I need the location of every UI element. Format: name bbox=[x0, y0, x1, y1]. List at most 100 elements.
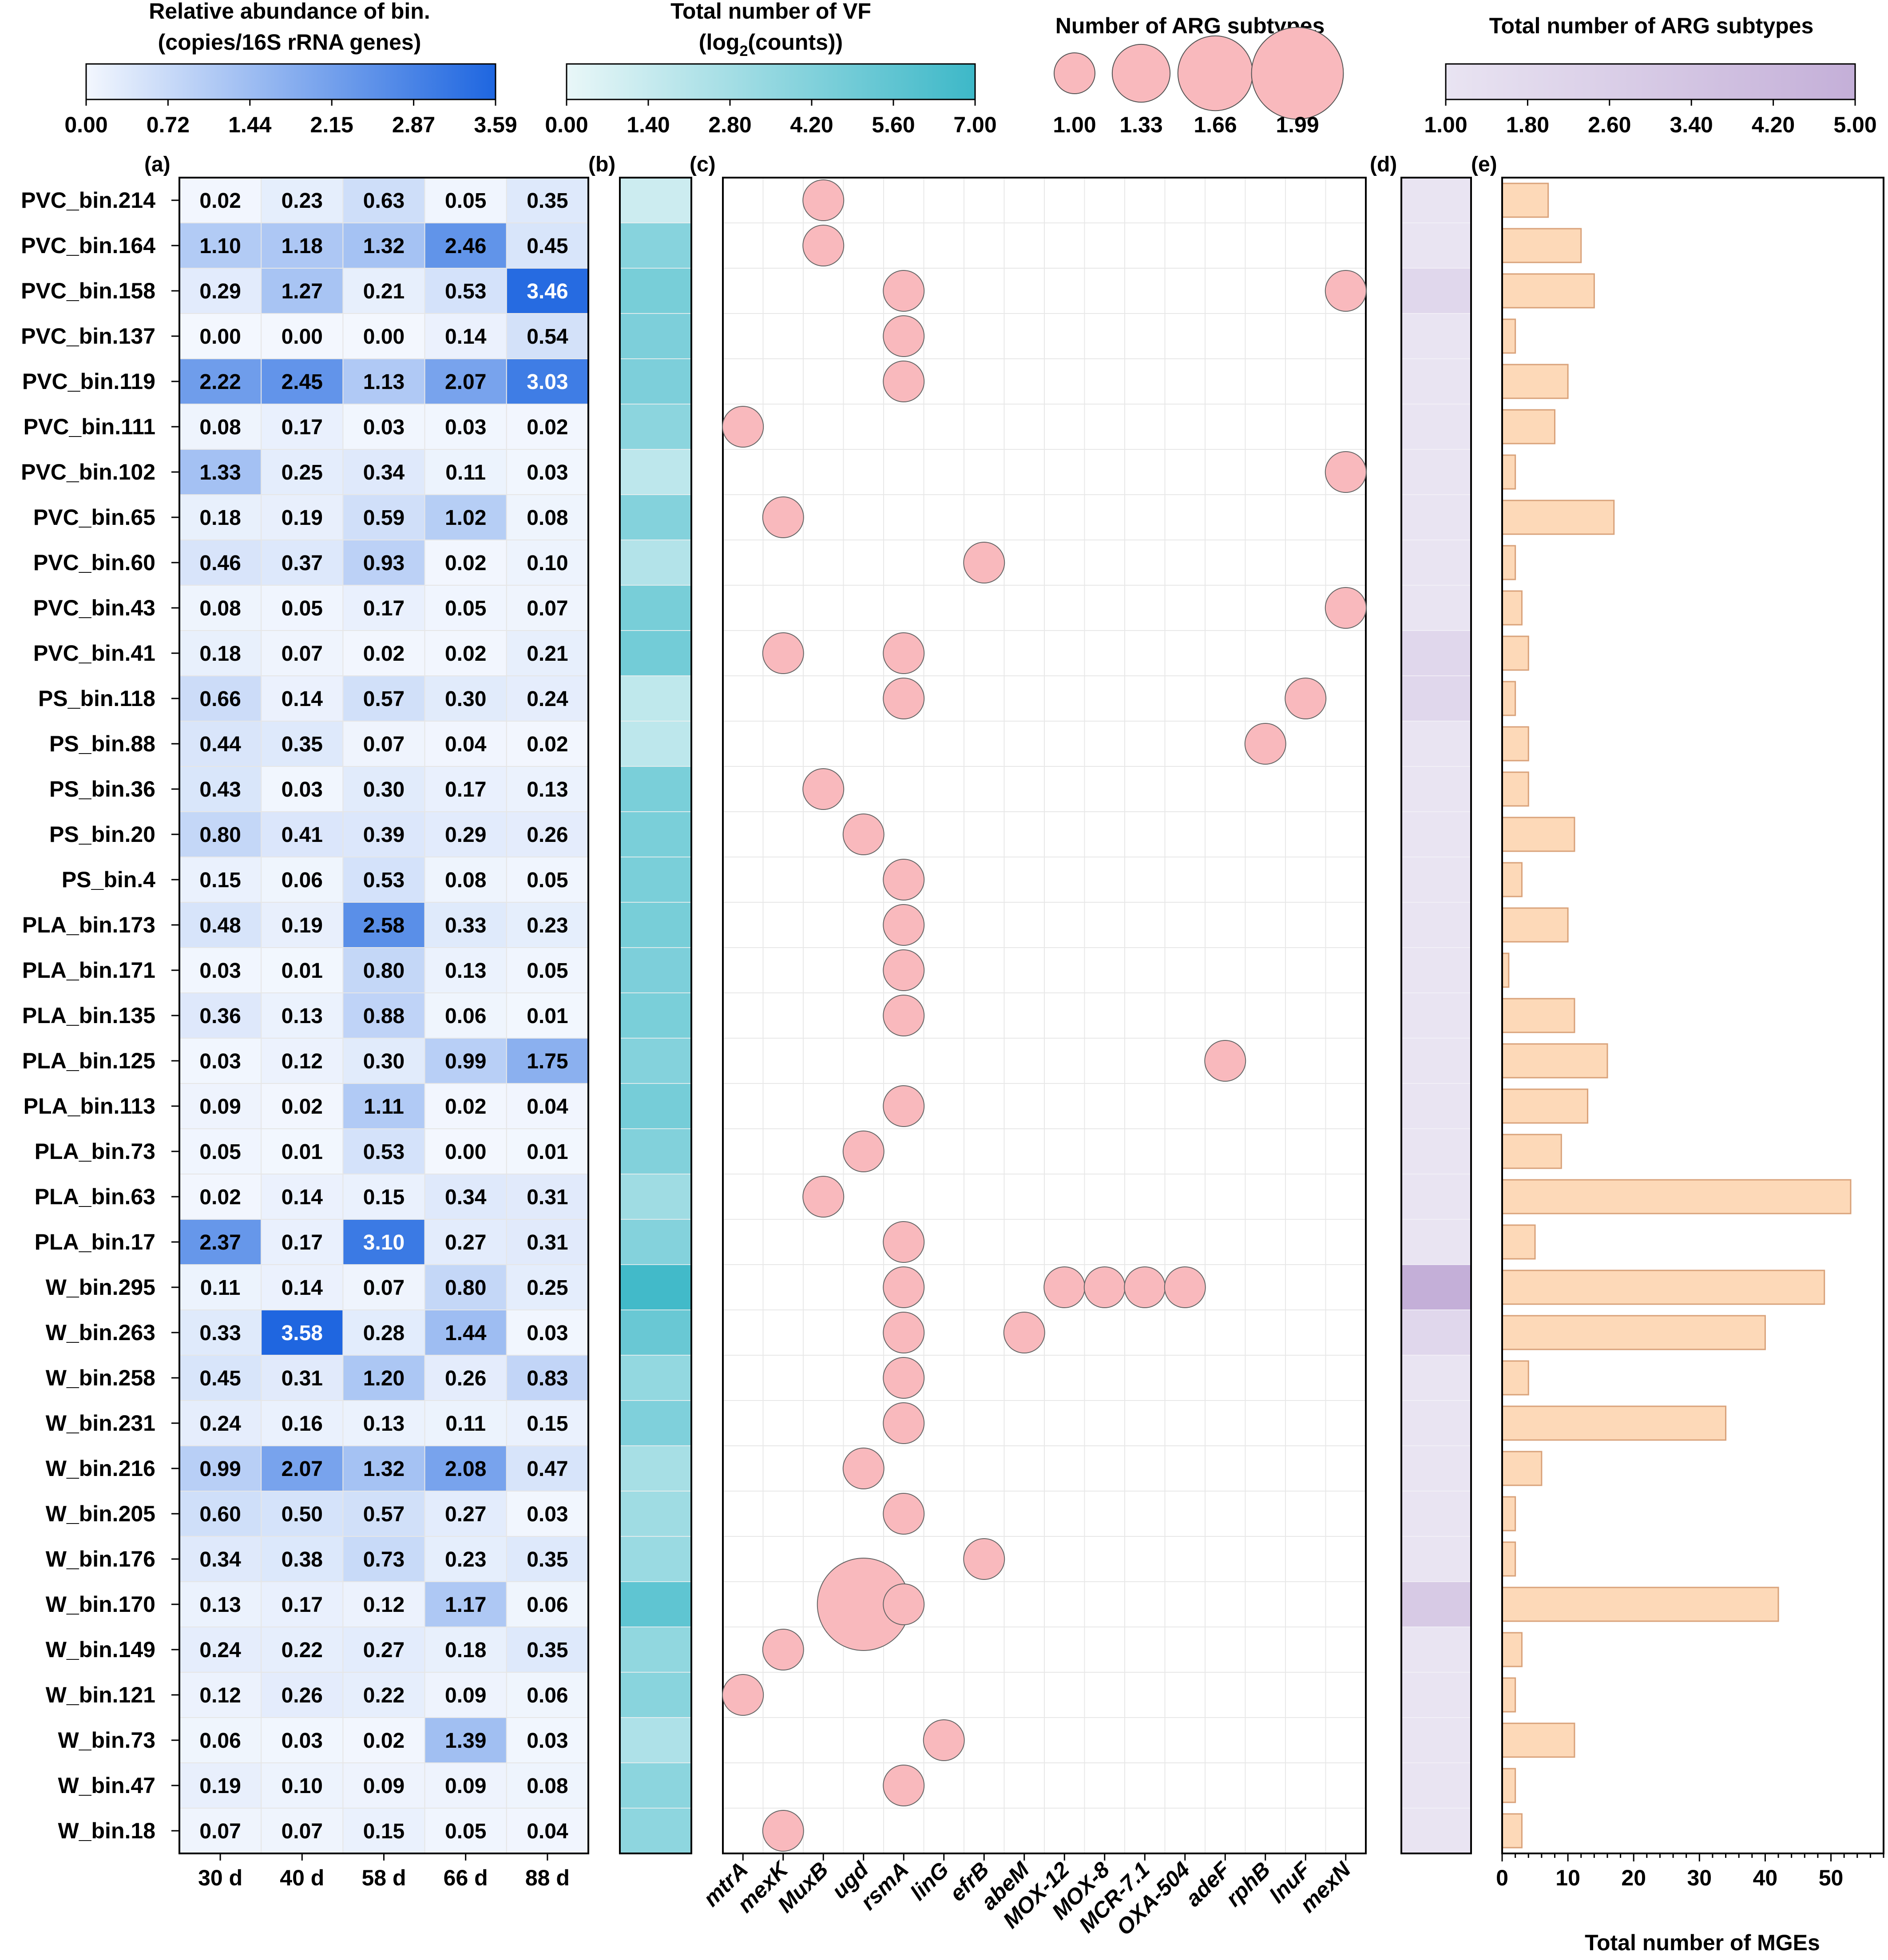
row-label: PLA_bin.125 bbox=[22, 1048, 155, 1073]
arg-total-cell bbox=[1401, 1536, 1472, 1582]
heatmap-cell-value: 0.08 bbox=[527, 1774, 568, 1798]
heatmap-cell-value: 0.03 bbox=[527, 1729, 568, 1753]
arg-total-cell bbox=[1401, 1174, 1472, 1220]
heatmap-cell bbox=[424, 857, 507, 903]
heatmap-cell-value: 0.18 bbox=[199, 506, 241, 530]
heatmap-cell bbox=[342, 811, 425, 857]
panel-e-letter: (e) bbox=[1471, 153, 1497, 176]
heatmap-cell bbox=[506, 449, 589, 495]
heatmap-cell bbox=[261, 1717, 344, 1763]
heatmap-cell-value: 0.73 bbox=[363, 1548, 405, 1571]
vf-cell bbox=[619, 1038, 692, 1084]
arg-total-cell bbox=[1401, 1038, 1472, 1084]
heatmap-cell-value: 0.17 bbox=[282, 416, 323, 439]
heatmap-cell bbox=[179, 313, 262, 359]
column-label: 40 d bbox=[280, 1865, 324, 1890]
heatmap-cell-value: 2.58 bbox=[363, 914, 405, 937]
heatmap-cell bbox=[506, 1672, 589, 1718]
heatmap-cell bbox=[261, 947, 344, 993]
heatmap-cell-value: 2.45 bbox=[282, 370, 323, 394]
arg-total-cell bbox=[1401, 1808, 1472, 1854]
arg-total-cell bbox=[1401, 404, 1472, 450]
heatmap-cell-value: 0.41 bbox=[282, 823, 323, 847]
legend-b-colorbar bbox=[566, 63, 976, 100]
mge-bar bbox=[1501, 998, 1575, 1033]
row-label: PLA_bin.73 bbox=[35, 1139, 155, 1164]
heatmap-cell bbox=[342, 1762, 425, 1809]
heatmap-cell-value: 0.02 bbox=[527, 416, 568, 439]
legend-c-label: 1.33 bbox=[1119, 112, 1162, 137]
arg-total-cell bbox=[1401, 268, 1472, 314]
heatmap-cell-value: 0.15 bbox=[199, 869, 241, 892]
heatmap-cell bbox=[261, 358, 344, 405]
heatmap-cell bbox=[179, 1762, 262, 1809]
heatmap-cell-value: 0.05 bbox=[445, 189, 486, 213]
heatmap-cell-value: 0.36 bbox=[199, 1004, 241, 1028]
heatmap-cell-value: 0.02 bbox=[282, 1095, 323, 1119]
heatmap-cell-value: 0.18 bbox=[445, 1639, 486, 1662]
heatmap-cell-value: 0.59 bbox=[363, 506, 405, 530]
arg-total-cell bbox=[1401, 358, 1472, 405]
legend-a-tick-label: 2.15 bbox=[310, 112, 353, 137]
vf-cell bbox=[619, 1174, 692, 1220]
heatmap-cell-value: 0.02 bbox=[445, 642, 486, 666]
mge-bar bbox=[1501, 590, 1523, 626]
panel-b-vf-strip bbox=[619, 177, 692, 1854]
heatmap-cell-value: 0.35 bbox=[282, 733, 323, 756]
xaxis-tick-label: 0 bbox=[1496, 1865, 1508, 1890]
heatmap-cell bbox=[424, 721, 507, 767]
heatmap-cell bbox=[261, 992, 344, 1039]
heatmap-cell-value: 0.21 bbox=[363, 280, 405, 303]
arg-bubble bbox=[883, 1583, 925, 1625]
heatmap-cell bbox=[179, 675, 262, 722]
heatmap-cell bbox=[342, 540, 425, 586]
heatmap-cell-value: 0.01 bbox=[527, 1140, 568, 1164]
heatmap-cell bbox=[424, 1038, 507, 1084]
heatmap-cell-value: 0.24 bbox=[199, 1412, 241, 1436]
heatmap-cell-value: 0.23 bbox=[282, 189, 323, 213]
heatmap-cell bbox=[424, 675, 507, 722]
heatmap-cell-value: 0.35 bbox=[527, 1548, 568, 1571]
row-label: W_bin.258 bbox=[46, 1365, 155, 1390]
heatmap-cell-value: 1.39 bbox=[445, 1729, 486, 1753]
heatmap-cell-value: 0.09 bbox=[445, 1684, 486, 1707]
heatmap-cell bbox=[261, 1627, 344, 1673]
mge-bar bbox=[1501, 1405, 1727, 1441]
row-label: W_bin.73 bbox=[58, 1728, 155, 1753]
heatmap-cell bbox=[506, 1083, 589, 1129]
heatmap-cell bbox=[261, 1808, 344, 1854]
heatmap-cell-value: 0.80 bbox=[363, 959, 405, 983]
heatmap-cell bbox=[506, 1128, 589, 1174]
legend-d-tick-label: 3.40 bbox=[1670, 112, 1713, 137]
heatmap-cell-value: 1.27 bbox=[282, 280, 323, 303]
heatmap-cell bbox=[179, 721, 262, 767]
heatmap-cell-value: 0.53 bbox=[363, 1140, 405, 1164]
heatmap-cell-value: 0.06 bbox=[199, 1729, 241, 1753]
arg-total-cell bbox=[1401, 766, 1472, 812]
row-label: PVC_bin.43 bbox=[33, 595, 155, 620]
row-label: PS_bin.36 bbox=[49, 777, 155, 801]
xaxis-tick-label: 40 bbox=[1753, 1865, 1778, 1890]
heatmap-cell-value: 0.99 bbox=[199, 1457, 241, 1481]
panel-a-letter: (a) bbox=[144, 153, 171, 176]
heatmap-cell bbox=[342, 222, 425, 269]
heatmap-cell bbox=[424, 1445, 507, 1492]
heatmap-cell-value: 0.15 bbox=[363, 1820, 405, 1843]
heatmap-cell bbox=[179, 1445, 262, 1492]
heatmap-cell-value: 0.14 bbox=[445, 325, 487, 349]
heatmap-cell-value: 0.00 bbox=[445, 1140, 486, 1164]
arg-bubble bbox=[762, 1810, 804, 1852]
heatmap-cell-value: 2.07 bbox=[445, 370, 486, 394]
mge-bar bbox=[1501, 364, 1569, 399]
heatmap-cell-value: 0.34 bbox=[445, 1186, 487, 1209]
mge-bar bbox=[1501, 1541, 1516, 1577]
vf-cell bbox=[619, 1445, 692, 1492]
mge-bar bbox=[1501, 409, 1555, 444]
heatmap-cell-value: 0.13 bbox=[282, 1004, 323, 1028]
legend-b-tick-label: 7.00 bbox=[953, 112, 996, 137]
heatmap-cell-value: 0.25 bbox=[282, 461, 323, 484]
heatmap-cell-value: 1.32 bbox=[363, 234, 405, 258]
legend-c-bubble bbox=[1111, 44, 1171, 103]
row-label: PVC_bin.111 bbox=[24, 414, 155, 439]
heatmap-cell bbox=[261, 1128, 344, 1174]
